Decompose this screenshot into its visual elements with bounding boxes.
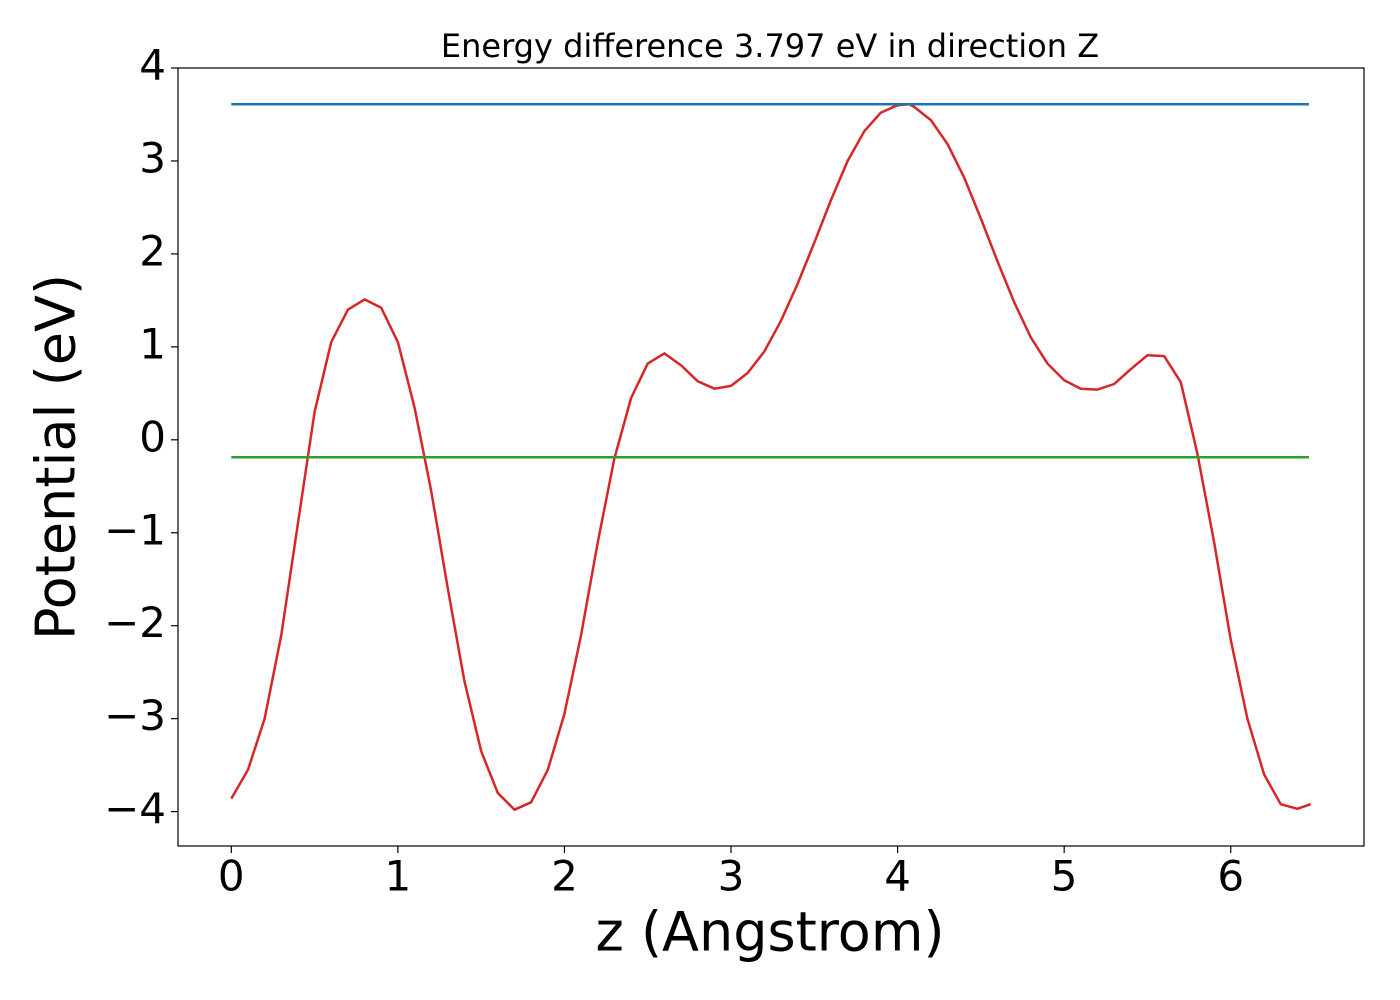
x-tick-label: 1 [385,852,412,901]
y-tick-label: 0 [139,412,166,461]
y-tick-label: 3 [139,133,166,182]
y-tick-label: −2 [104,598,166,647]
y-axis-label: Potential (eV) [25,274,88,640]
x-tick-label: 4 [884,852,911,901]
y-tick-label: 1 [139,319,166,368]
x-tick-label: 0 [218,852,245,901]
y-tick-label: −4 [104,784,166,833]
x-tick-label: 6 [1217,852,1244,901]
data-line [230,103,1312,811]
y-tick-label: 2 [139,226,166,275]
y-tick-label: −3 [104,691,166,740]
x-tick-label: 2 [551,852,578,901]
y-tick-label: −1 [104,505,166,554]
y-tick-label: 4 [139,41,166,90]
plot-frame [177,67,1365,847]
chart-title: Energy difference 3.797 eV in direction … [441,27,1099,65]
x-tick-label: 3 [718,852,745,901]
x-tick-label: 5 [1051,852,1078,901]
x-axis-label: z (Angstrom) [595,901,944,964]
